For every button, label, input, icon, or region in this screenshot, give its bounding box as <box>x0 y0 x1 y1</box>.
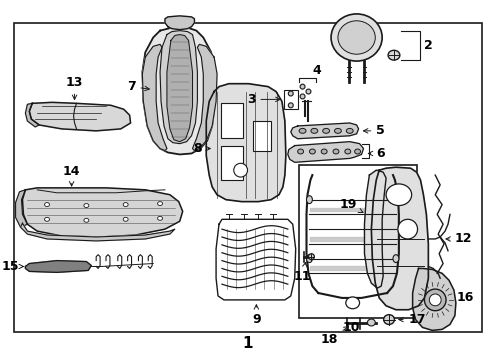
Ellipse shape <box>123 217 128 221</box>
Ellipse shape <box>397 219 417 239</box>
Ellipse shape <box>123 203 128 207</box>
Ellipse shape <box>44 217 49 221</box>
Ellipse shape <box>332 149 338 154</box>
Polygon shape <box>142 44 166 150</box>
Text: 3: 3 <box>246 93 280 106</box>
Polygon shape <box>25 261 91 273</box>
Text: 8: 8 <box>193 142 210 155</box>
Text: 2: 2 <box>424 39 432 52</box>
Polygon shape <box>22 188 183 237</box>
Polygon shape <box>370 167 427 310</box>
Ellipse shape <box>309 149 315 154</box>
Text: 1: 1 <box>242 336 252 351</box>
Text: 6: 6 <box>367 147 384 160</box>
Ellipse shape <box>310 129 317 133</box>
Bar <box>253 121 270 150</box>
Ellipse shape <box>345 297 359 309</box>
Ellipse shape <box>344 149 350 154</box>
Polygon shape <box>16 190 27 227</box>
Ellipse shape <box>321 149 326 154</box>
Ellipse shape <box>334 129 341 133</box>
Ellipse shape <box>346 129 352 133</box>
Ellipse shape <box>288 103 293 108</box>
Polygon shape <box>166 35 192 142</box>
Ellipse shape <box>366 319 374 326</box>
Ellipse shape <box>300 94 305 99</box>
Polygon shape <box>25 103 39 127</box>
Bar <box>221 103 242 138</box>
Polygon shape <box>20 223 174 241</box>
Polygon shape <box>290 123 358 139</box>
Ellipse shape <box>233 163 247 177</box>
Bar <box>298 165 416 318</box>
Ellipse shape <box>300 84 305 89</box>
Ellipse shape <box>386 184 411 206</box>
Ellipse shape <box>392 196 398 204</box>
Polygon shape <box>160 31 197 144</box>
Text: 5: 5 <box>363 124 384 138</box>
Text: 10: 10 <box>342 320 360 333</box>
Ellipse shape <box>84 218 89 222</box>
Polygon shape <box>192 44 217 150</box>
Ellipse shape <box>299 129 305 133</box>
Text: 7: 7 <box>126 80 149 93</box>
Ellipse shape <box>44 203 49 207</box>
Text: 18: 18 <box>320 327 348 346</box>
Bar <box>284 90 297 109</box>
Text: 17: 17 <box>398 313 426 326</box>
Ellipse shape <box>306 196 312 204</box>
Ellipse shape <box>157 216 162 220</box>
Polygon shape <box>164 16 194 30</box>
Ellipse shape <box>354 149 360 154</box>
Ellipse shape <box>308 254 314 260</box>
Ellipse shape <box>424 289 445 311</box>
Text: 11: 11 <box>293 262 311 283</box>
Text: 16: 16 <box>456 292 473 305</box>
Ellipse shape <box>297 149 303 154</box>
Ellipse shape <box>337 21 374 54</box>
Text: 15: 15 <box>2 260 23 273</box>
Ellipse shape <box>305 89 310 94</box>
Polygon shape <box>287 142 363 162</box>
Ellipse shape <box>387 50 399 60</box>
Ellipse shape <box>84 204 89 207</box>
Ellipse shape <box>157 202 162 206</box>
Ellipse shape <box>288 91 293 96</box>
Ellipse shape <box>322 129 329 133</box>
Text: 13: 13 <box>66 76 83 99</box>
Ellipse shape <box>330 14 382 61</box>
Polygon shape <box>142 27 215 154</box>
Bar <box>221 145 242 180</box>
Polygon shape <box>364 170 386 288</box>
Polygon shape <box>412 269 455 330</box>
Text: 19: 19 <box>339 198 362 213</box>
Polygon shape <box>29 102 130 131</box>
Ellipse shape <box>383 315 394 324</box>
Text: 12: 12 <box>445 233 471 246</box>
Text: 4: 4 <box>312 64 321 77</box>
Ellipse shape <box>392 255 398 262</box>
Text: 9: 9 <box>251 305 260 326</box>
Bar <box>14 23 482 332</box>
Polygon shape <box>206 84 285 202</box>
Ellipse shape <box>428 294 440 306</box>
Text: 14: 14 <box>63 165 80 186</box>
Ellipse shape <box>306 255 312 262</box>
